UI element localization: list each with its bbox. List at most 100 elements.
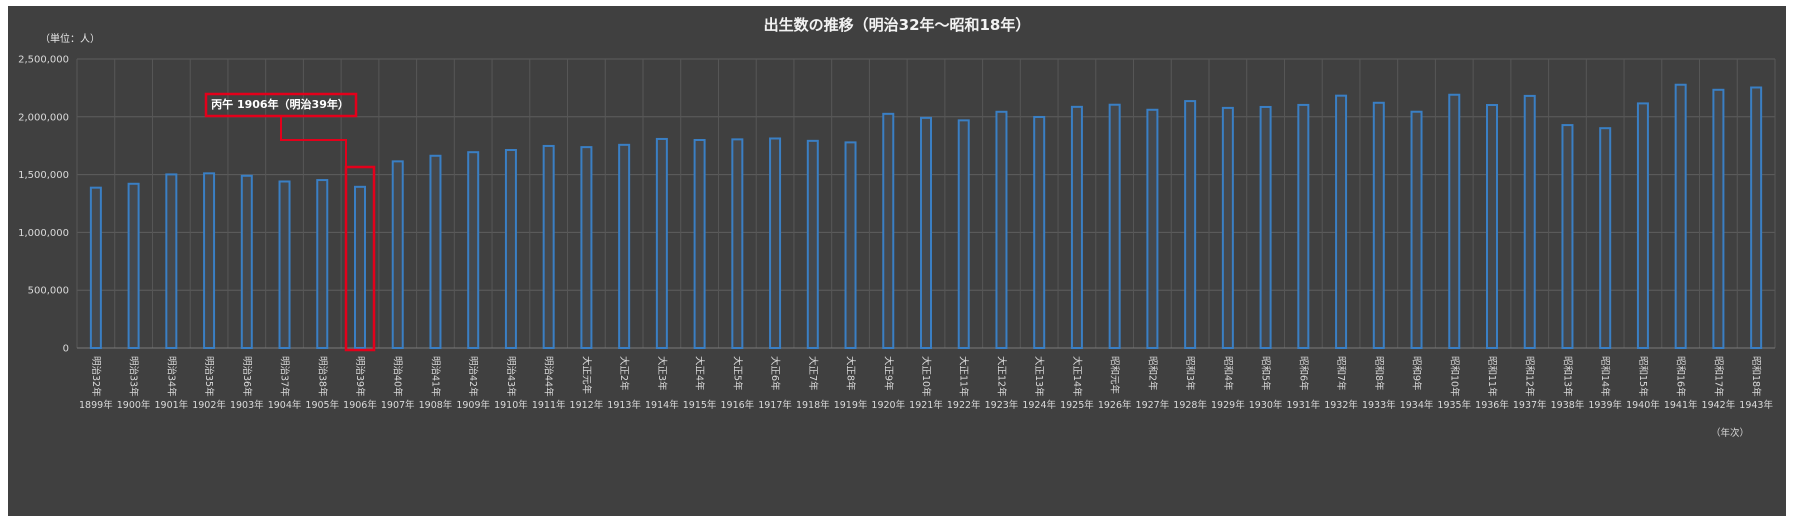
year-label: 1943年 xyxy=(1739,399,1773,411)
category-label: 大正5年 xyxy=(731,356,743,391)
year-label: 1909年 xyxy=(456,399,490,411)
bar xyxy=(1146,108,1159,349)
year-label: 1939年 xyxy=(1588,399,1622,411)
year-label: 1919年 xyxy=(834,399,868,411)
bar xyxy=(1750,86,1763,349)
annotation-text: 丙午 1906年（明治39年） xyxy=(211,97,349,111)
bar xyxy=(1636,102,1649,349)
category-label: 明治33年 xyxy=(128,356,140,397)
year-label: 1930年 xyxy=(1249,399,1283,411)
bar xyxy=(1674,83,1687,349)
category-label: 大正4年 xyxy=(694,356,706,391)
year-label: 1914年 xyxy=(645,399,679,411)
bar xyxy=(655,137,668,349)
category-label: 大正13年 xyxy=(1033,356,1045,397)
bar xyxy=(203,172,216,349)
category-label: 明治36年 xyxy=(241,356,253,397)
category-label: 明治34年 xyxy=(165,356,177,397)
category-label: 昭和2年 xyxy=(1146,356,1158,391)
category-label: 大正3年 xyxy=(656,356,668,391)
year-label: 1904年 xyxy=(268,399,302,411)
bar xyxy=(882,112,895,349)
year-label: 1907年 xyxy=(381,399,415,411)
year-label: 1913年 xyxy=(607,399,641,411)
year-label: 1929年 xyxy=(1211,399,1245,411)
category-label: 大正12年 xyxy=(995,356,1007,397)
bar xyxy=(391,160,404,349)
category-label: 昭和3年 xyxy=(1184,356,1196,391)
category-label: 昭和16年 xyxy=(1675,356,1687,397)
chart-title: 出生数の推移（明治32年～昭和18年） xyxy=(764,16,1031,34)
category-label: 昭和7年 xyxy=(1335,356,1347,391)
bar xyxy=(1712,88,1725,349)
category-label: 明治42年 xyxy=(467,356,479,397)
bar xyxy=(1561,124,1574,349)
x-axis: 明治32年 1899年 明治33年 1900年 明治34年 1901年 明治35年 1902年… xyxy=(79,356,1773,411)
highlight-box xyxy=(344,165,376,352)
bar xyxy=(1033,115,1046,349)
category-label: 昭和元年 xyxy=(1109,356,1121,395)
y-axis: 0 500,000 1,000,000 1,500,000 2,000,000 2,500… xyxy=(18,55,69,355)
year-label: 1933年 xyxy=(1362,399,1396,411)
bar xyxy=(844,141,857,349)
bar xyxy=(995,110,1008,350)
bar xyxy=(1108,103,1121,349)
y-tick-label: 2,000,000 xyxy=(18,112,69,123)
category-label: 昭和12年 xyxy=(1524,356,1536,397)
year-label: 1900年 xyxy=(117,399,151,411)
bar xyxy=(278,180,291,349)
category-label: 昭和11年 xyxy=(1486,356,1498,397)
category-label: 大正8年 xyxy=(845,356,857,391)
category-label: 大正14年 xyxy=(1071,356,1083,397)
y-tick-label: 0 xyxy=(63,344,69,355)
year-label: 1928年 xyxy=(1173,399,1207,411)
year-label: 1940年 xyxy=(1626,399,1660,411)
bar xyxy=(1523,94,1536,349)
birth-chart: 出生数の推移（明治32年～昭和18年） （単位：人） 0 500,000 1,000… xyxy=(18,16,1776,439)
category-label: 昭和15年 xyxy=(1637,356,1649,397)
category-label: 大正6年 xyxy=(769,356,781,391)
year-label: 1923年 xyxy=(985,399,1019,411)
bar xyxy=(1448,93,1461,349)
year-label: 1925年 xyxy=(1060,399,1094,411)
y-tick-label: 1,500,000 xyxy=(18,170,69,181)
year-label: 1908年 xyxy=(419,399,453,411)
year-label: 1921年 xyxy=(909,399,943,411)
category-label: 明治43年 xyxy=(505,356,517,397)
bar xyxy=(618,143,631,349)
bar xyxy=(769,137,782,349)
bar xyxy=(1372,101,1385,349)
year-label: 1934年 xyxy=(1400,399,1434,411)
year-label: 1937年 xyxy=(1513,399,1547,411)
year-label: 1942年 xyxy=(1702,399,1736,411)
year-label: 1906年 xyxy=(343,399,377,411)
bar xyxy=(240,174,253,349)
category-label: 大正10年 xyxy=(920,356,932,397)
chart-panel: 出生数の推移（明治32年～昭和18年） （単位：人） 0 500,000 1,000… xyxy=(8,6,1786,516)
bar xyxy=(1486,104,1498,349)
year-label: 1917年 xyxy=(758,399,792,411)
bar xyxy=(1410,110,1423,350)
annotation-connector xyxy=(280,116,347,167)
category-label: 明治32年 xyxy=(90,356,102,397)
category-label: 明治39年 xyxy=(354,356,366,397)
bar xyxy=(1221,106,1234,349)
year-label: 1941年 xyxy=(1664,399,1698,411)
year-label: 1927年 xyxy=(1136,399,1170,411)
bar xyxy=(165,173,178,349)
year-label: 1926年 xyxy=(1098,399,1132,411)
category-label: 明治38年 xyxy=(316,356,328,397)
year-label: 1931年 xyxy=(1286,399,1320,411)
year-label: 1903年 xyxy=(230,399,264,411)
category-label: 明治40年 xyxy=(392,356,404,397)
bar xyxy=(1599,127,1612,349)
y-tick-label: 1,000,000 xyxy=(18,228,69,239)
year-label: 1902年 xyxy=(192,399,226,411)
annotation: 丙午 1906年（明治39年） xyxy=(204,92,376,352)
year-label: 1918年 xyxy=(796,399,830,411)
year-label: 1899年 xyxy=(79,399,113,411)
category-label: 大正7年 xyxy=(807,356,819,391)
bar xyxy=(542,144,555,349)
category-label: 明治44年 xyxy=(543,356,555,397)
category-label: 昭和10年 xyxy=(1448,356,1460,397)
